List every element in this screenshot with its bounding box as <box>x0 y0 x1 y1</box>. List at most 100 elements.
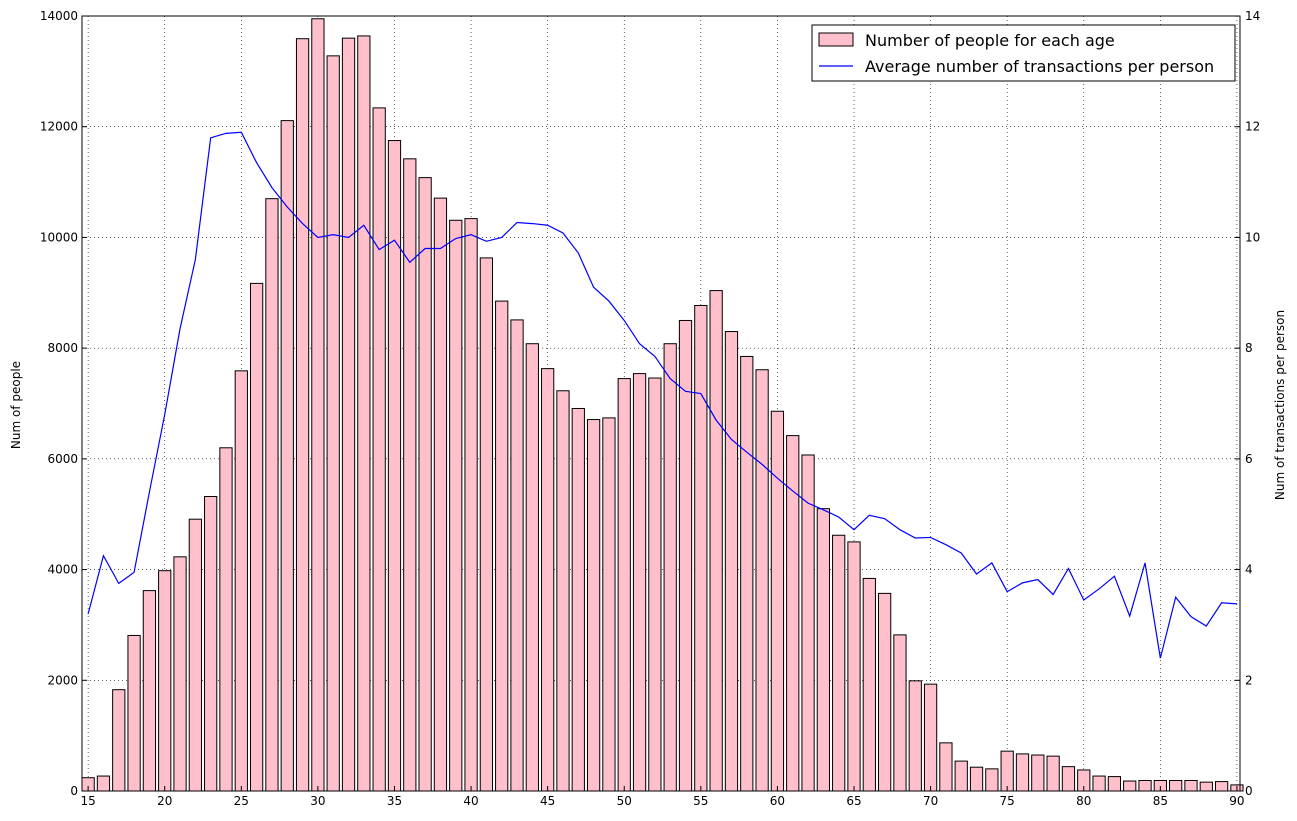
bar-age-49 <box>602 417 616 792</box>
x-tick-label: 80 <box>1076 794 1091 808</box>
bar-age-52 <box>648 377 662 792</box>
bar-age-87 <box>1184 779 1198 792</box>
bar-age-39 <box>449 219 463 792</box>
bar-age-24 <box>219 447 233 792</box>
right-tick-label: 4 <box>1245 563 1253 577</box>
bar-age-22 <box>188 518 202 792</box>
right-tick-label: 2 <box>1245 673 1253 687</box>
x-tick-label: 40 <box>463 794 478 808</box>
bar-age-35 <box>387 140 402 792</box>
line-series-transactions <box>87 131 1237 659</box>
right-tick-label: 6 <box>1245 452 1253 466</box>
left-tick-label: 2000 <box>47 673 78 687</box>
bar-age-28 <box>280 120 294 792</box>
bar-age-78 <box>1046 755 1060 792</box>
bar-age-56 <box>709 290 723 792</box>
bar-age-82 <box>1107 776 1122 792</box>
right-tick-label: 0 <box>1245 784 1253 798</box>
bar-age-45 <box>541 368 555 792</box>
bar-age-32 <box>341 37 356 792</box>
bar-age-37 <box>418 177 432 792</box>
x-tick-label: 25 <box>234 794 249 808</box>
x-tick-label: 20 <box>157 794 172 808</box>
bar-age-34 <box>372 107 386 792</box>
bar-age-38 <box>433 197 448 792</box>
right-tick-label: 14 <box>1245 9 1260 23</box>
bar-age-25 <box>234 370 248 792</box>
bar-age-23 <box>204 496 218 792</box>
bar-age-19 <box>142 590 157 792</box>
bar-age-60 <box>770 410 785 792</box>
bar-age-68 <box>893 634 907 792</box>
bar-age-61 <box>786 435 800 792</box>
bar-age-69 <box>908 680 922 792</box>
left-tick-label: 4000 <box>47 563 78 577</box>
bar-age-18 <box>127 634 141 792</box>
x-tick-label: 30 <box>310 794 325 808</box>
bar-age-86 <box>1169 779 1183 792</box>
bar-age-46 <box>556 390 570 792</box>
axis-ticks <box>82 15 1240 792</box>
left-tick-label: 10000 <box>40 230 78 244</box>
x-tick-label: 50 <box>617 794 632 808</box>
right-tick-label: 10 <box>1245 230 1260 244</box>
bar-series-people <box>81 18 1244 792</box>
bar-age-79 <box>1061 766 1076 792</box>
x-tick-label: 45 <box>540 794 555 808</box>
bar-age-43 <box>510 319 524 792</box>
left-axis-title: Num of people <box>9 361 23 449</box>
bar-age-44 <box>525 343 539 792</box>
bar-age-76 <box>1015 753 1030 792</box>
bar-age-20 <box>158 570 172 792</box>
x-tick-label: 70 <box>923 794 938 808</box>
line-transactions-per-person <box>87 131 1237 659</box>
bar-age-21 <box>173 556 187 792</box>
bar-age-77 <box>1031 754 1045 792</box>
legend-bar-swatch <box>818 32 854 47</box>
bar-age-89 <box>1214 781 1229 792</box>
bar-age-63 <box>816 508 830 792</box>
bar-age-36 <box>403 158 417 792</box>
bar-age-81 <box>1092 775 1106 792</box>
x-tick-label: 35 <box>387 794 402 808</box>
bar-age-47 <box>571 407 585 792</box>
bar-age-53 <box>663 343 677 792</box>
bar-age-70 <box>923 683 938 792</box>
bar-age-42 <box>495 300 509 792</box>
bar-age-74 <box>985 768 999 792</box>
axis-tick-labels: 0 2000 4000 6000 8000 10000 12000 14000 0 2 4 6 8 10 1… <box>40 9 1260 808</box>
bar-age-72 <box>954 760 968 792</box>
plot-frame <box>81 15 1241 792</box>
bar-age-73 <box>969 766 984 792</box>
x-tick-label: 85 <box>1153 794 1168 808</box>
bar-age-17 <box>112 689 126 792</box>
bar-age-51 <box>632 373 647 792</box>
bar-age-71 <box>939 742 953 792</box>
x-tick-label: 65 <box>846 794 861 808</box>
bar-age-27 <box>265 198 279 792</box>
bar-age-64 <box>832 534 846 792</box>
bar-age-26 <box>249 282 264 792</box>
bar-age-29 <box>295 38 310 792</box>
legend-label-people: Number of people for each age <box>865 31 1115 50</box>
right-tick-label: 8 <box>1245 341 1253 355</box>
x-tick-label: 75 <box>1000 794 1015 808</box>
bar-age-40 <box>464 218 478 792</box>
left-tick-label: 0 <box>70 784 78 798</box>
bar-age-16 <box>96 775 111 792</box>
bar-age-31 <box>326 55 340 792</box>
legend: Number of people for each age Average nu… <box>811 24 1236 82</box>
legend-label-transactions: Average number of transactions per perso… <box>865 57 1214 76</box>
bar-age-50 <box>617 378 631 792</box>
x-tick-label: 90 <box>1229 794 1244 808</box>
x-tick-label: 55 <box>693 794 708 808</box>
bar-age-88 <box>1199 781 1213 792</box>
bar-age-30 <box>311 18 325 792</box>
right-tick-label: 12 <box>1245 120 1260 134</box>
bar-age-59 <box>755 369 769 792</box>
legend-box <box>811 24 1236 82</box>
bar-age-83 <box>1123 780 1137 792</box>
bar-age-58 <box>740 355 754 792</box>
bar-age-48 <box>586 419 601 792</box>
